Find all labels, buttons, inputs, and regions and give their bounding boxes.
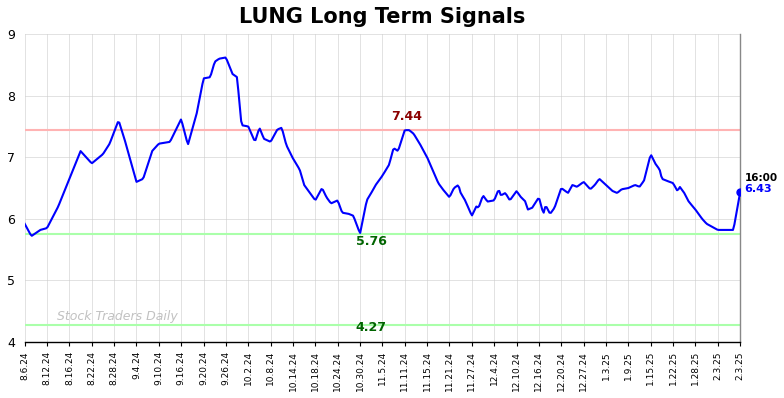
Text: 4.27: 4.27 — [356, 321, 387, 334]
Text: 7.44: 7.44 — [391, 110, 423, 123]
Title: LUNG Long Term Signals: LUNG Long Term Signals — [239, 7, 525, 27]
Text: 5.76: 5.76 — [356, 235, 387, 248]
Text: 6.43: 6.43 — [745, 184, 772, 194]
Text: 16:00: 16:00 — [745, 173, 778, 183]
Text: Stock Traders Daily: Stock Traders Daily — [57, 310, 178, 324]
